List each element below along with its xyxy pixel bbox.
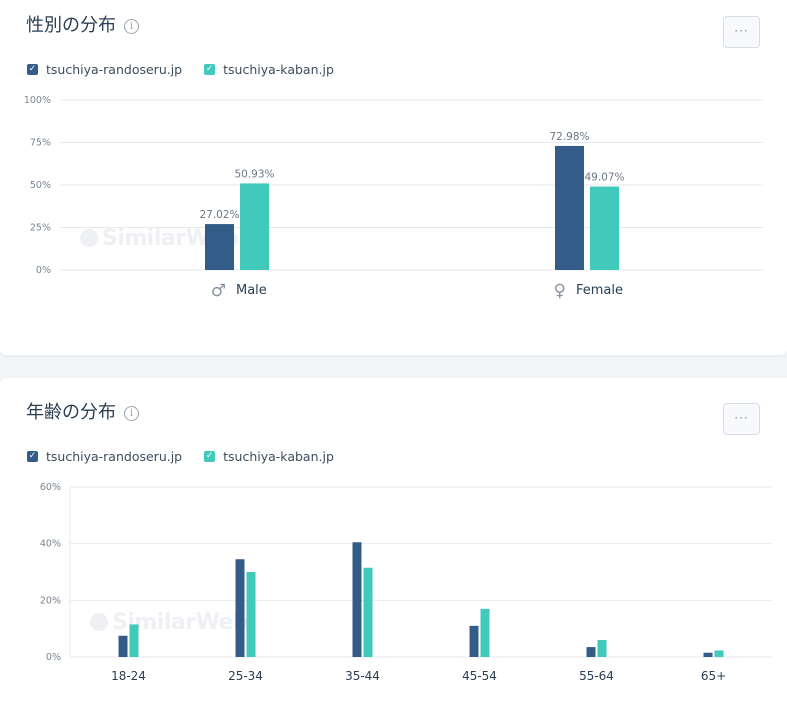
age-title-text: 年齢の分布 bbox=[26, 402, 116, 423]
checkbox-checked-icon[interactable]: ✓ bbox=[27, 451, 38, 462]
y-tick-label: 0% bbox=[36, 265, 51, 276]
y-tick-label: 100% bbox=[24, 95, 51, 106]
gender-title-text: 性別の分布 bbox=[26, 15, 116, 36]
data-label: 50.93% bbox=[234, 168, 274, 180]
gender-legend: ✓ tsuchiya-randoseru.jp ✓ tsuchiya-kaban… bbox=[27, 62, 334, 77]
gender-distribution-card: 性別の分布 i ··· ✓ tsuchiya-randoseru.jp ✓ tsu… bbox=[0, 0, 787, 355]
legend-label: tsuchiya-kaban.jp bbox=[223, 449, 334, 464]
y-tick-label: 20% bbox=[40, 595, 61, 606]
checkbox-checked-icon[interactable]: ✓ bbox=[27, 64, 38, 75]
data-label: 49.07% bbox=[584, 172, 624, 184]
y-tick-label: 50% bbox=[30, 180, 51, 191]
y-tick-label: 75% bbox=[30, 138, 51, 149]
bar bbox=[590, 186, 619, 270]
x-category-label: Male bbox=[236, 283, 267, 298]
bar bbox=[129, 624, 139, 657]
bar bbox=[469, 625, 479, 657]
checkbox-checked-icon[interactable]: ✓ bbox=[204, 64, 216, 75]
legend-label: tsuchiya-randoseru.jp bbox=[46, 62, 183, 77]
gender-bar-chart: 0% 25% 50% 75% 100% 27.02% 50.93% ♂ Male 72.98% 49… bbox=[24, 95, 763, 301]
bar bbox=[714, 650, 724, 657]
age-distribution-card: 年齢の分布 i ··· ✓ tsuchiya-randoseru.jp ✓ tsu… bbox=[0, 378, 787, 709]
y-tick-label: 60% bbox=[40, 482, 61, 493]
bar bbox=[352, 542, 362, 657]
age-bar-chart: 0% 20% 40% 60% 18-24 25-34 35-44 45-54 55-64 65+ bbox=[40, 482, 772, 683]
x-category-label: 45-54 bbox=[462, 669, 497, 683]
bar bbox=[586, 647, 596, 657]
data-label: 72.98% bbox=[549, 131, 589, 143]
age-legend: ✓ tsuchiya-randoseru.jp ✓ tsuchiya-kaban… bbox=[27, 449, 334, 464]
x-category-label: 65+ bbox=[701, 669, 726, 683]
bar bbox=[597, 640, 607, 657]
legend-item-series2[interactable]: ✓ tsuchiya-kaban.jp bbox=[204, 62, 334, 77]
bar bbox=[235, 559, 245, 657]
bar bbox=[555, 145, 584, 270]
legend-item-series2[interactable]: ✓ tsuchiya-kaban.jp bbox=[204, 449, 334, 464]
info-icon[interactable]: i bbox=[124, 19, 139, 34]
x-category-label: 55-64 bbox=[579, 669, 614, 683]
data-label: 27.02% bbox=[199, 209, 239, 221]
bar bbox=[703, 652, 713, 657]
bar bbox=[240, 183, 269, 270]
bar bbox=[480, 608, 490, 657]
gender-card-title: 性別の分布 i bbox=[26, 11, 139, 37]
checkbox-checked-icon[interactable]: ✓ bbox=[204, 451, 216, 462]
y-tick-label: 0% bbox=[46, 652, 61, 663]
legend-label: tsuchiya-kaban.jp bbox=[223, 62, 334, 77]
age-more-button[interactable]: ··· bbox=[723, 403, 760, 435]
age-card-title: 年齢の分布 i bbox=[26, 398, 139, 424]
bar bbox=[118, 635, 128, 657]
female-symbol-icon: ♀ bbox=[554, 281, 566, 301]
bar bbox=[363, 567, 373, 657]
x-category-label: Female bbox=[576, 283, 623, 298]
bar bbox=[246, 572, 256, 657]
bar bbox=[205, 224, 234, 270]
legend-item-series1[interactable]: ✓ tsuchiya-randoseru.jp bbox=[27, 449, 182, 464]
y-tick-label: 40% bbox=[40, 539, 61, 550]
x-category-label: 35-44 bbox=[345, 669, 380, 683]
info-icon[interactable]: i bbox=[124, 406, 139, 421]
y-tick-label: 25% bbox=[30, 223, 51, 234]
legend-label: tsuchiya-randoseru.jp bbox=[46, 449, 183, 464]
x-category-label: 25-34 bbox=[228, 669, 263, 683]
gender-more-button[interactable]: ··· bbox=[723, 16, 760, 48]
male-symbol-icon: ♂ bbox=[211, 281, 226, 301]
x-category-label: 18-24 bbox=[111, 669, 146, 683]
legend-item-series1[interactable]: ✓ tsuchiya-randoseru.jp bbox=[27, 62, 182, 77]
